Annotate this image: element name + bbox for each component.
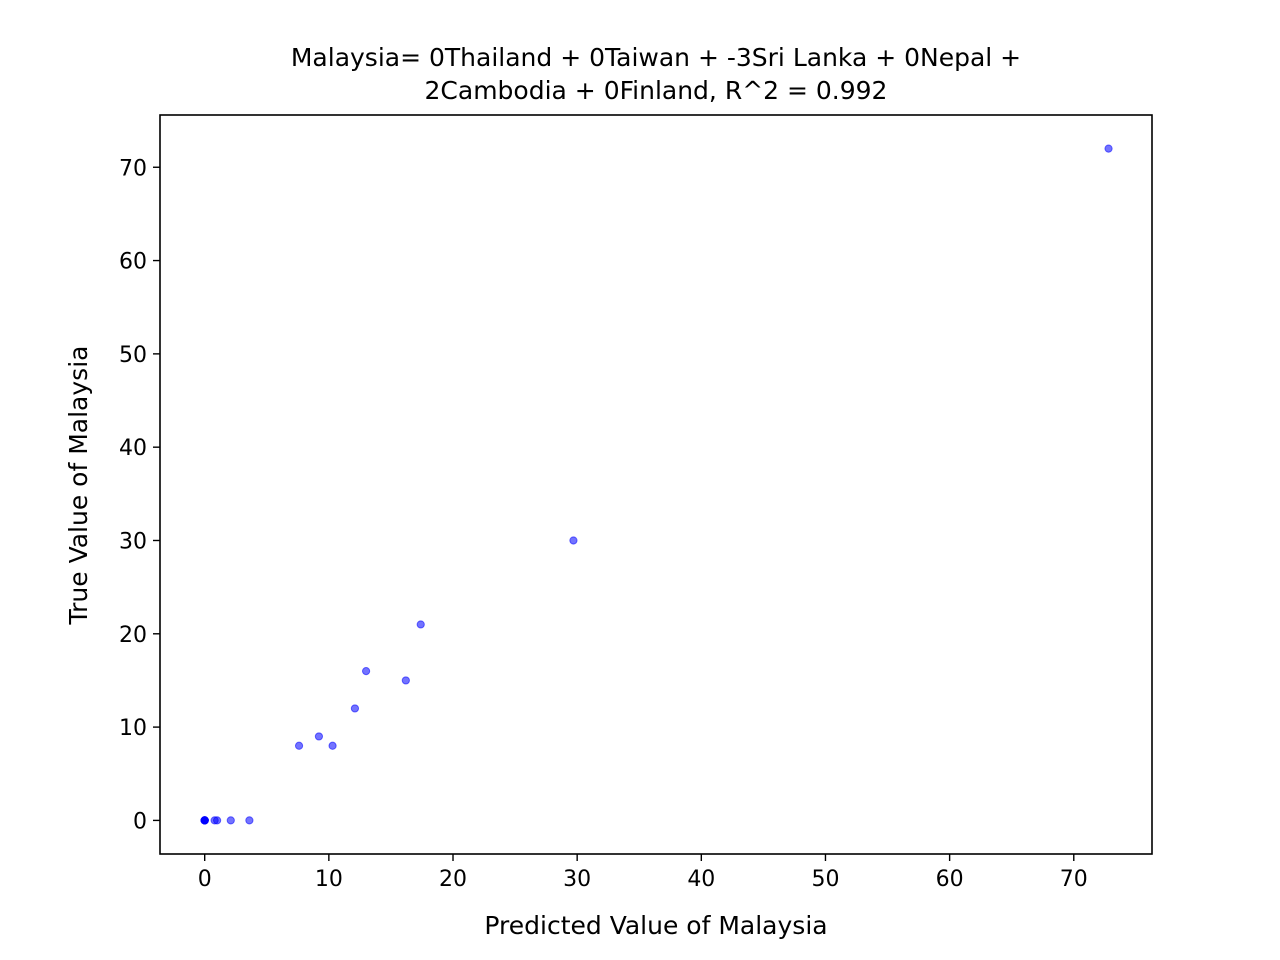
scatter-point <box>569 536 578 545</box>
scatter-point <box>361 667 371 676</box>
chart-title-line-2: 2Cambodia + 0Finland, R^2 = 0.992 <box>425 76 888 105</box>
scatter-point <box>328 741 337 750</box>
x-tick-label: 70 <box>1060 867 1088 892</box>
scatter-point <box>226 816 235 825</box>
x-axis-label: Predicted Value of Malaysia <box>484 911 827 940</box>
x-tick-label: 30 <box>563 867 591 892</box>
scatter-point <box>245 816 254 825</box>
chart-title-line-1: Malaysia= 0Thailand + 0Taiwan + -3Sri La… <box>291 43 1021 72</box>
plot-area-frame <box>159 114 1153 855</box>
y-axis-ticks: 0 10 20 30 40 50 60 70 <box>119 156 160 834</box>
x-tick-label: 40 <box>687 867 715 892</box>
y-tick-label: 40 <box>119 436 147 461</box>
scatter-point <box>314 732 324 741</box>
y-tick-label: 10 <box>119 716 147 741</box>
scatter-point <box>213 816 222 825</box>
y-axis-label: True Value of Malaysia <box>64 346 93 626</box>
scatter-point <box>200 816 209 825</box>
x-tick-label: 10 <box>315 867 343 892</box>
x-tick-label: 0 <box>198 867 212 892</box>
x-tick-label: 60 <box>936 867 964 892</box>
y-tick-label: 70 <box>119 156 147 181</box>
y-tick-label: 30 <box>119 529 147 554</box>
scatter-point <box>416 620 425 629</box>
y-tick-label: 60 <box>119 250 147 275</box>
y-tick-label: 50 <box>119 343 147 368</box>
x-axis-ticks: 0 10 20 30 40 50 60 70 <box>198 854 1088 892</box>
scatter-point <box>350 704 360 713</box>
x-tick-label: 20 <box>439 867 467 892</box>
y-tick-label: 0 <box>133 809 147 834</box>
scatter-point <box>1104 144 1113 153</box>
y-tick-label: 20 <box>119 623 147 648</box>
scatter-point <box>294 741 304 750</box>
x-tick-label: 50 <box>811 867 839 892</box>
scatter-point <box>401 676 410 685</box>
scatter-points <box>200 144 1113 825</box>
